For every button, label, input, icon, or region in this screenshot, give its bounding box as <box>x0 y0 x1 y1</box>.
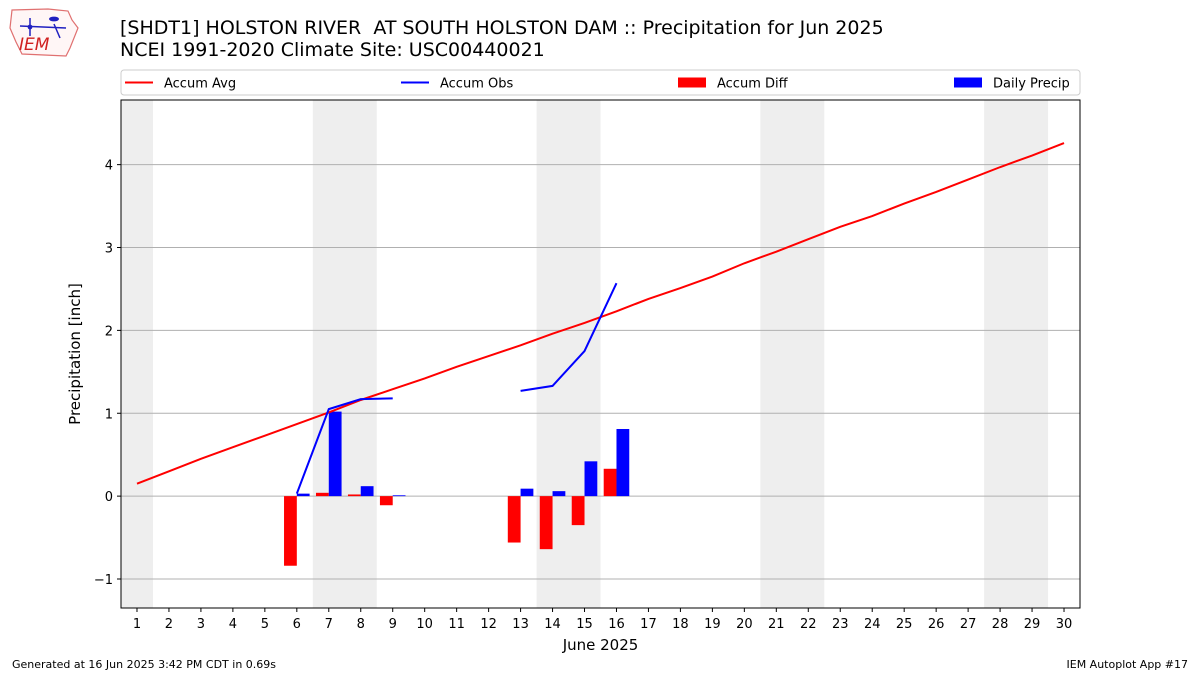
chart-subtitle: NCEI 1991-2020 Climate Site: USC00440021 <box>120 39 545 61</box>
x-tick-label: 17 <box>640 617 657 632</box>
x-tick-label: 23 <box>832 617 849 632</box>
x-tick-label: 29 <box>1024 617 1041 632</box>
legend-swatch-bar <box>954 77 982 88</box>
y-tick-label: 1 <box>105 407 113 422</box>
x-tick-label: 24 <box>864 617 881 632</box>
logo-text: IEM <box>19 35 50 55</box>
x-tick-label: 2 <box>165 617 173 632</box>
plot-frame <box>120 99 1081 609</box>
weekend-span <box>312 100 377 608</box>
x-tick-label: 21 <box>768 617 785 632</box>
x-axis-label: June 2025 <box>562 636 639 654</box>
legend-label: Accum Obs <box>440 77 513 92</box>
daily-precip-bar <box>616 428 630 497</box>
legend-label: Accum Diff <box>717 77 789 92</box>
accum-diff-bar <box>347 494 361 497</box>
x-tick-label: 7 <box>325 617 333 632</box>
x-tick-label: 1 <box>133 617 141 632</box>
daily-precip-bar <box>360 486 374 497</box>
x-tick-label: 5 <box>261 617 269 632</box>
legend-swatch-bar <box>678 77 706 88</box>
daily-precip-bar <box>296 493 310 497</box>
x-tick-label: 12 <box>480 617 497 632</box>
accum-diff-bar <box>571 496 585 526</box>
x-tick-label: 6 <box>293 617 301 632</box>
legend-box <box>120 69 1081 96</box>
x-tick-label: 30 <box>1056 617 1073 632</box>
weekend-shading <box>121 100 1049 608</box>
x-tick-label: 3 <box>197 617 205 632</box>
accum-diff-bar <box>315 492 329 497</box>
x-tick-label: 11 <box>448 617 465 632</box>
x-tick-label: 9 <box>389 617 397 632</box>
x-tick-label: 13 <box>512 617 529 632</box>
chart-title: [SHDT1] HOLSTON RIVER AT SOUTH HOLSTON D… <box>120 17 884 39</box>
x-tick-label: 4 <box>229 617 237 632</box>
accum-obs-line <box>520 282 618 392</box>
y-tick-label: −1 <box>94 573 113 588</box>
x-tick-label: 14 <box>544 617 561 632</box>
x-tick-label: 25 <box>896 617 913 632</box>
legend-label: Accum Avg <box>164 77 236 92</box>
lines <box>136 142 1065 494</box>
accum-diff-bar <box>539 496 553 550</box>
x-tick-label: 18 <box>672 617 689 632</box>
x-tick-label: 20 <box>736 617 753 632</box>
accum-diff-bar <box>379 496 393 506</box>
y-tick-label: 0 <box>105 490 113 505</box>
daily-precip-bar <box>520 488 534 497</box>
x-tick-label: 22 <box>800 617 817 632</box>
y-gridlines <box>121 164 1080 580</box>
accum-diff-bar <box>603 468 617 497</box>
iem-logo: IEM <box>9 8 79 57</box>
x-tick-label: 19 <box>704 617 721 632</box>
x-tick-label: 8 <box>357 617 365 632</box>
y-tick-label: 3 <box>105 242 113 257</box>
weather-station-icon <box>19 25 67 29</box>
accum-obs-line <box>295 397 393 494</box>
accum-diff-bar <box>507 496 521 543</box>
daily-precip-bar <box>392 495 406 497</box>
x-tick-label: 27 <box>960 617 977 632</box>
daily-precip-bar <box>552 491 566 497</box>
weekend-span <box>121 100 153 608</box>
y-tick-label: 4 <box>105 159 113 174</box>
footer-app: IEM Autoplot App #17 <box>1066 658 1189 671</box>
weekend-span <box>984 100 1049 608</box>
x-tick-label: 15 <box>576 617 593 632</box>
bars <box>284 411 630 566</box>
iowa-outline-icon <box>9 8 79 57</box>
x-tick-label: 26 <box>928 617 945 632</box>
y-axis-label: Precipitation [inch] <box>66 283 84 425</box>
x-tick-label: 10 <box>416 617 433 632</box>
footer-generated: Generated at 16 Jun 2025 3:42 PM CDT in … <box>12 658 277 671</box>
legend-label: Daily Precip <box>993 77 1070 92</box>
daily-precip-bar <box>584 461 598 497</box>
daily-precip-bar <box>328 411 342 497</box>
legend: Accum Avg Accum Obs Accum Diff Daily Precip <box>120 69 1081 96</box>
accum-diff-bar <box>284 496 297 566</box>
x-tick-label: 16 <box>608 617 625 632</box>
y-tick-label: 2 <box>105 324 113 339</box>
weekend-span <box>760 100 825 608</box>
x-tick-label: 28 <box>992 617 1009 632</box>
